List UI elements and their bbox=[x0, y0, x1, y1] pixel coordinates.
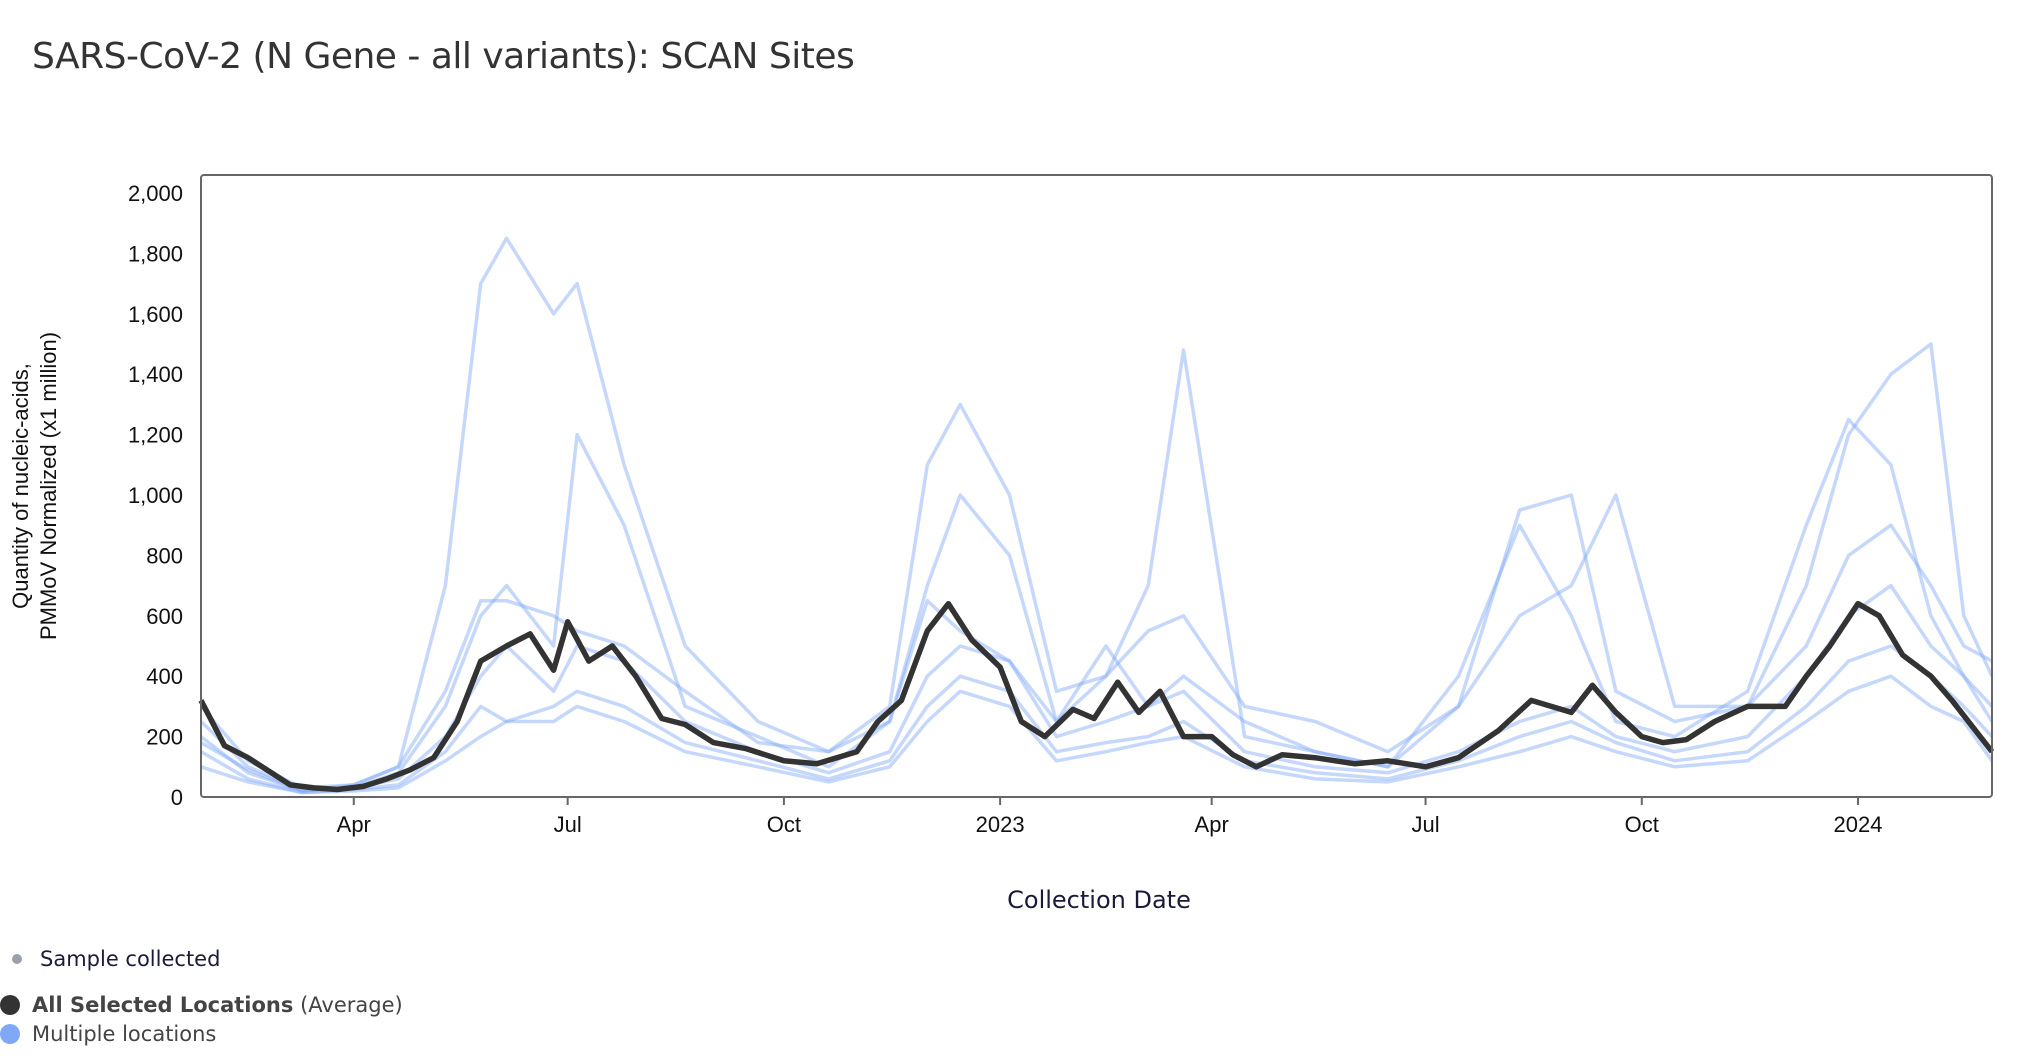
location-series-line[interactable] bbox=[199, 583, 1994, 793]
x-tick-label: Jul bbox=[554, 812, 582, 837]
y-tick-label: 0 bbox=[171, 785, 183, 810]
x-axis: Apr Jul Oct 2023 Apr Jul Oct 2024 bbox=[337, 797, 1883, 837]
sample-dot-icon bbox=[12, 954, 22, 964]
y-tick-label: 1,000 bbox=[128, 483, 183, 508]
chart: 0 200 400 600 800 1,000 1,200 1,400 1,600 1,800 2,… bbox=[8, 174, 1995, 914]
legend-sample-label: Sample collected bbox=[40, 947, 221, 971]
x-tick-label: Apr bbox=[1195, 812, 1229, 837]
location-series-line[interactable] bbox=[200, 644, 1994, 795]
location-dot-icon bbox=[0, 1024, 20, 1044]
y-tick-label: 1,800 bbox=[128, 241, 183, 266]
y-axis-label-line1: Quantity of nucleic-acids, bbox=[8, 363, 33, 609]
average-series-line[interactable] bbox=[198, 600, 1995, 793]
legend-average-suffix: (Average) bbox=[300, 993, 403, 1017]
y-tick-label: 1,400 bbox=[128, 362, 183, 387]
x-tick-label: 2024 bbox=[1834, 812, 1883, 837]
y-axis-label: Quantity of nucleic-acids, PMMoV Normali… bbox=[8, 332, 61, 640]
x-axis-label: Collection Date bbox=[1007, 886, 1191, 914]
location-series-line[interactable] bbox=[200, 674, 1994, 795]
y-axis: 0 200 400 600 800 1,000 1,200 1,400 1,600 1,800 2,… bbox=[128, 181, 183, 810]
y-tick-label: 400 bbox=[146, 664, 183, 689]
average-dot-icon bbox=[0, 995, 20, 1015]
x-tick-label: Oct bbox=[1625, 812, 1659, 837]
y-tick-label: 1,200 bbox=[128, 423, 183, 448]
y-tick-label: 600 bbox=[146, 604, 183, 629]
y-tick-label: 800 bbox=[146, 543, 183, 568]
x-tick-label: Apr bbox=[337, 812, 371, 837]
y-tick-label: 2,000 bbox=[128, 181, 183, 206]
x-tick-label: Jul bbox=[1411, 812, 1439, 837]
x-tick-label: 2023 bbox=[976, 812, 1025, 837]
x-tick-label: Oct bbox=[767, 812, 801, 837]
chart-title: SARS-CoV-2 (N Gene - all variants): SCAN… bbox=[32, 36, 855, 77]
legend-sample-collected: Sample collected bbox=[0, 947, 220, 971]
location-series-line[interactable] bbox=[199, 417, 1994, 792]
legend-multiple-label: Multiple locations bbox=[32, 1022, 217, 1046]
y-tick-label: 1,600 bbox=[128, 302, 183, 327]
y-tick-label: 200 bbox=[146, 725, 183, 750]
legend-average-label: All Selected Locations bbox=[32, 993, 294, 1017]
plot-area bbox=[198, 236, 1995, 795]
legend-average[interactable]: All Selected Locations (Average) bbox=[0, 993, 403, 1017]
y-axis-label-line2: PMMoV Normalized (x1 million) bbox=[36, 332, 61, 640]
legend-multiple-locations[interactable]: Multiple locations bbox=[0, 1022, 216, 1046]
plot-frame bbox=[200, 174, 1993, 798]
